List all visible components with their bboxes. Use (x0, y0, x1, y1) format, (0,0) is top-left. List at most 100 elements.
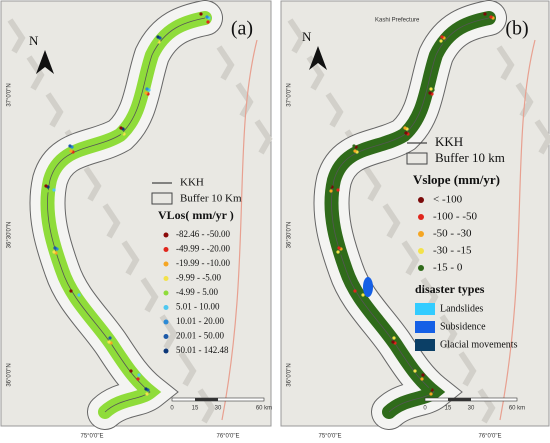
legend-label: 10.01 - 20.00 (176, 316, 224, 326)
scale-label: 30 (215, 406, 222, 412)
north-arrow (309, 46, 327, 70)
scale-label: 0 (170, 406, 174, 412)
deformation-point (420, 377, 424, 381)
deformation-point (144, 387, 148, 391)
longitude-label: 76°0'0"E (478, 434, 501, 440)
legend-title: VLos( mm/yr ) (158, 208, 234, 222)
deformation-point (361, 293, 365, 297)
terrain (45, 92, 64, 128)
legend-label: Landslides (440, 303, 483, 314)
deformation-point (404, 131, 408, 135)
deformation-point (119, 126, 123, 130)
deformation-point (145, 392, 149, 396)
deformation-point (413, 369, 417, 373)
legend-swatch (163, 247, 169, 252)
deformation-point (45, 189, 49, 193)
legend-title: disaster types (415, 282, 485, 296)
terrain (477, 388, 496, 424)
legend-buffer (406, 152, 428, 165)
legend-swatch (163, 334, 169, 339)
legend-label: Glacial movements (440, 339, 518, 350)
terrain (83, 166, 102, 202)
legend-label: -15 - 0 (433, 262, 463, 274)
legend-label: Buffer 10 Km (180, 193, 242, 205)
legend-swatch (163, 290, 169, 296)
deformation-point (69, 289, 73, 293)
admin-border (221, 39, 258, 421)
map-panel: (b) N Kashi Prefecture 37°0'0"N 36°30'0"N 36°… (280, 1, 550, 440)
longitude-label: 76°0'0"E (216, 434, 239, 440)
terrain (401, 240, 420, 276)
legend-label: -30 - -15 (433, 245, 472, 257)
legend-label: 50.01 - 142.48 (176, 345, 229, 355)
subsidence-area (363, 277, 373, 297)
scale-label: 15 (192, 406, 199, 412)
deformation-point (205, 15, 209, 19)
deformation-point (337, 246, 341, 250)
terrain (26, 55, 45, 91)
deformation-point (145, 87, 149, 91)
deformation-point (353, 289, 357, 293)
terrain (287, 18, 306, 54)
terrain (534, 119, 550, 155)
deformation-point (129, 369, 133, 373)
deformation-point (489, 15, 493, 19)
north-label: N (29, 33, 39, 48)
deformation-point (156, 35, 160, 39)
deformation-point (52, 250, 56, 254)
terrain (197, 388, 216, 424)
deformation-point (490, 20, 494, 24)
legend-label: KKH (435, 134, 463, 149)
deformation-point (421, 373, 425, 377)
deformation-point (70, 294, 74, 298)
terrain (325, 92, 344, 128)
legend-swatch (163, 348, 169, 354)
scale-bar-fill (195, 398, 218, 401)
corridor (44, 12, 210, 412)
deformation-point (137, 373, 141, 377)
deformation-point (44, 184, 48, 188)
terrain (439, 314, 458, 350)
north-label: N (302, 29, 312, 44)
terrain (178, 351, 197, 387)
deformation-point (120, 131, 124, 135)
terrain (363, 166, 382, 202)
scale-bar-fill (448, 398, 471, 401)
deformation-point (53, 246, 57, 250)
terrain (102, 203, 121, 239)
deformation-point (328, 184, 332, 188)
legend-label: -82.46 - -50.00 (176, 229, 230, 239)
deformation-point (107, 340, 111, 344)
deformation-point (439, 39, 443, 43)
scale-label: 0 (423, 406, 427, 412)
deformation-point (428, 91, 432, 95)
deformation-point (329, 189, 333, 193)
north-arrow (36, 50, 54, 74)
legend-swatch (163, 319, 169, 325)
deformation-point (206, 20, 210, 24)
deformation-point (199, 12, 203, 16)
legend-buffer (151, 192, 173, 205)
terrain (254, 119, 273, 155)
place-name: Kashi Prefecture (375, 18, 420, 24)
deformation-point (440, 35, 444, 39)
terrain (121, 240, 140, 276)
deformation-point (52, 188, 56, 192)
terrain (515, 82, 534, 118)
legend-label: 5.01 - 10.00 (176, 302, 220, 312)
deformation-point (352, 144, 356, 148)
panel-label: (b) (505, 18, 528, 40)
scale-label: 60 km (509, 406, 525, 412)
legend-swatch (418, 197, 424, 203)
legend-swatch (418, 265, 424, 271)
deformation-point (428, 387, 432, 391)
deformation-point (155, 39, 159, 43)
legend-title: Vslope (mm/yr) (413, 172, 500, 187)
deformation-point (392, 336, 396, 340)
deformation-point (136, 377, 140, 381)
latitude-label: 37°0'0"N (287, 83, 293, 106)
deformation-point (354, 294, 358, 298)
latitude-label: 36°0'0"N (7, 363, 13, 386)
legend-label: 20.01 - 50.00 (176, 331, 224, 341)
